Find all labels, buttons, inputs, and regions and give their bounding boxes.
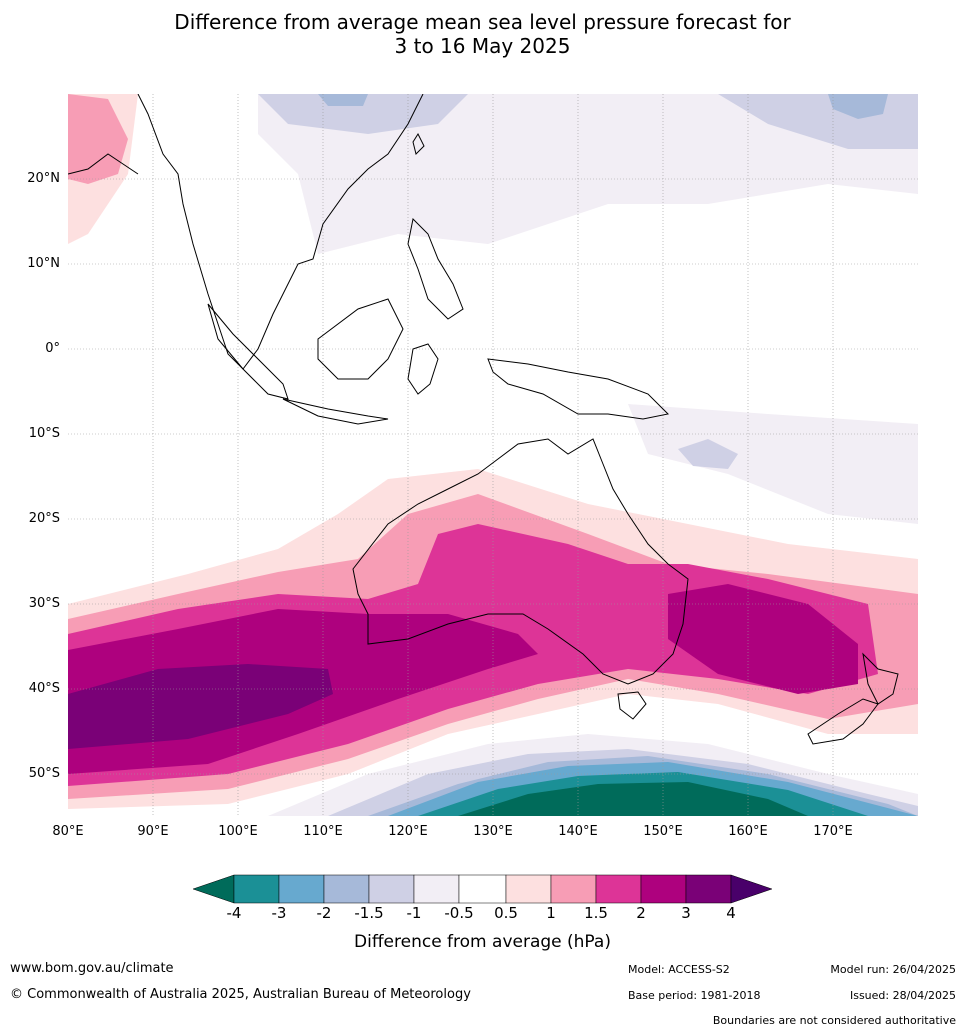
lon-tick-170e: 170°E bbox=[813, 824, 853, 839]
colorbar-swatch-6 bbox=[413, 874, 460, 904]
colorbar-label-neg3: -3 bbox=[271, 904, 287, 922]
coast-taiwan bbox=[412, 132, 425, 155]
anomaly-north-light bbox=[258, 94, 918, 254]
colorbar-swatch-7 bbox=[458, 874, 507, 904]
colorbar-label-2: 2 bbox=[636, 904, 646, 922]
coast-new-zealand-north bbox=[862, 652, 899, 705]
pressure-anomaly-map bbox=[68, 94, 918, 816]
lat-tick-40s: 40°S bbox=[28, 681, 60, 696]
coast-sulawesi bbox=[407, 343, 439, 395]
colorbar-label-1: 1 bbox=[546, 904, 556, 922]
colorbar-swatch-2 bbox=[233, 874, 280, 904]
colorbar-graphic bbox=[192, 874, 773, 904]
colorbar-swatch-11 bbox=[640, 874, 687, 904]
anomaly-pacific-pale-blue bbox=[678, 439, 738, 469]
lat-tick-30s: 30°S bbox=[28, 596, 60, 611]
colorbar-swatch-10 bbox=[595, 874, 642, 904]
colorbar-label-3: 3 bbox=[681, 904, 691, 922]
footer-website: www.bom.gov.au/climate bbox=[10, 961, 174, 976]
lon-tick-150e: 150°E bbox=[643, 824, 683, 839]
map-canvas bbox=[68, 94, 918, 816]
lon-tick-130e: 130°E bbox=[473, 824, 513, 839]
coast-java bbox=[282, 398, 389, 425]
lat-tick-20n: 20°N bbox=[27, 171, 60, 186]
lon-tick-100e: 100°E bbox=[218, 824, 258, 839]
colorbar-swatch-4 bbox=[323, 874, 370, 904]
footer-issued: Issued: 28/04/2025 bbox=[849, 989, 956, 1002]
lon-tick-110e: 110°E bbox=[303, 824, 343, 839]
anomaly-northeast-blue bbox=[828, 94, 888, 119]
coast-philippines bbox=[407, 217, 464, 320]
anomaly-south-purple bbox=[68, 664, 333, 749]
coast-new-guinea bbox=[487, 358, 670, 420]
lon-tick-90e: 90°E bbox=[137, 824, 169, 839]
lat-tick-10s: 10°S bbox=[28, 426, 60, 441]
colorbar-swatch-5 bbox=[368, 874, 415, 904]
coast-asia-mainland bbox=[137, 94, 424, 370]
coast-new-zealand-south bbox=[807, 698, 879, 745]
colorbar-label-0-5: 0.5 bbox=[494, 904, 518, 922]
title-line-2: 3 to 16 May 2025 bbox=[394, 34, 571, 58]
lat-tick-0: 0° bbox=[45, 341, 60, 356]
lat-tick-10n: 10°N bbox=[27, 256, 60, 271]
colorbar-label-neg4: -4 bbox=[226, 904, 242, 922]
lat-tick-50s: 50°S bbox=[28, 766, 60, 781]
colorbar-swatch-12 bbox=[685, 874, 732, 904]
lon-tick-140e: 140°E bbox=[558, 824, 598, 839]
footer-model-run: Model run: 26/04/2025 bbox=[830, 963, 956, 976]
colorbar-swatch-low-extend bbox=[192, 874, 235, 904]
coast-australia bbox=[352, 438, 689, 685]
footer-model: Model: ACCESS-S2 bbox=[628, 963, 730, 976]
colorbar-swatch-9 bbox=[550, 874, 597, 904]
colorbar-title: Difference from average (hPa) bbox=[354, 932, 611, 952]
colorbar-swatch-3 bbox=[278, 874, 325, 904]
colorbar-label-4: 4 bbox=[726, 904, 736, 922]
anomaly-north-pale-blue bbox=[258, 94, 468, 134]
colorbar-label-1-5: 1.5 bbox=[584, 904, 608, 922]
anomaly-north-blue bbox=[318, 94, 368, 106]
footer-copyright: © Commonwealth of Australia 2025, Austra… bbox=[10, 987, 471, 1002]
lon-tick-160e: 160°E bbox=[728, 824, 768, 839]
colorbar-label-neg1: -1 bbox=[406, 904, 422, 922]
colorbar-swatch-high-extend bbox=[730, 874, 773, 904]
coast-borneo bbox=[317, 298, 404, 380]
coastlines bbox=[68, 94, 899, 745]
colorbar-label-neg2: -2 bbox=[316, 904, 332, 922]
coast-india bbox=[68, 153, 139, 175]
title-line-1: Difference from average mean sea level p… bbox=[174, 10, 791, 34]
footer-base-period: Base period: 1981-2018 bbox=[628, 989, 761, 1002]
lon-tick-80e: 80°E bbox=[52, 824, 84, 839]
colorbar-label-neg0-5: -0.5 bbox=[444, 904, 474, 922]
graticule bbox=[68, 94, 918, 816]
colorbar bbox=[190, 872, 775, 912]
coast-tasmania bbox=[617, 691, 647, 720]
map-title: Difference from average mean sea level p… bbox=[0, 10, 965, 58]
colorbar-swatch-8 bbox=[505, 874, 552, 904]
anomaly-northwest-pink bbox=[68, 94, 128, 184]
coast-sumatra bbox=[207, 303, 289, 400]
anomaly-east-deep-magenta bbox=[668, 584, 858, 694]
anomaly-southern-ocean-dark-teal bbox=[458, 782, 808, 816]
colorbar-label-neg1-5: -1.5 bbox=[354, 904, 384, 922]
lat-tick-20s: 20°S bbox=[28, 511, 60, 526]
footer-disclaimer: Boundaries are not considered authoritat… bbox=[712, 1014, 956, 1027]
lon-tick-120e: 120°E bbox=[388, 824, 428, 839]
